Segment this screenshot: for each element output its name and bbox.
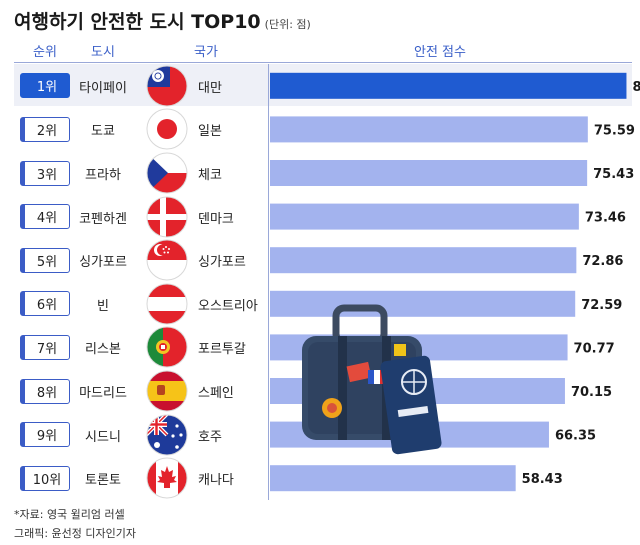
chart-title: 여행하기 안전한 도시 TOP10 (단위: 점)	[14, 7, 311, 34]
country-label: 덴마크	[198, 211, 234, 227]
city-label: 마드리드	[79, 386, 127, 401]
graphic-credit: 그래픽: 윤선정 디자인기자	[14, 527, 137, 540]
value-label: 84.78	[632, 80, 640, 95]
country-label: 호주	[198, 429, 222, 445]
suitcase-passport-illustration	[302, 304, 442, 455]
bar	[270, 160, 588, 186]
rank-badge: 7위	[20, 334, 70, 360]
header-score: 안전 점수	[414, 45, 466, 60]
rank-badge: 1위	[20, 73, 70, 99]
value-label: 70.15	[571, 385, 612, 400]
czech-flag-icon	[146, 152, 188, 194]
bar	[270, 203, 579, 230]
bar	[270, 72, 627, 99]
city-label: 도쿄	[91, 124, 115, 140]
city-label: 타이페이	[79, 80, 127, 96]
city-label: 시드니	[85, 429, 121, 445]
value-label: 72.59	[581, 298, 622, 313]
source-note: *자료: 영국 윌리엄 러셀	[14, 508, 125, 521]
bar	[270, 116, 588, 143]
header-city: 도시	[91, 45, 115, 60]
value-label: 75.43	[593, 167, 634, 182]
unit-label: (단위: 점)	[264, 18, 311, 31]
bar	[270, 247, 577, 274]
city-label: 싱가포르	[79, 255, 127, 271]
rank-badge: 9위	[20, 422, 70, 448]
taiwan-flag-icon	[146, 65, 188, 107]
value-label: 58.43	[522, 472, 563, 487]
value-label: 70.77	[574, 341, 615, 356]
rank-badge: 2위	[20, 116, 70, 142]
japan-flag-icon	[146, 108, 188, 150]
value-label: 75.59	[594, 123, 635, 138]
country-label: 캐나다	[198, 473, 234, 489]
singapore-flag-icon	[146, 239, 188, 281]
austria-flag-icon	[146, 283, 188, 325]
value-label: 73.46	[585, 211, 626, 226]
rank-badge: 10위	[20, 465, 70, 491]
portugal-flag-icon	[146, 326, 188, 368]
rank-badge: 3위	[20, 160, 70, 186]
bar	[270, 465, 516, 492]
header-country: 국가	[194, 45, 218, 60]
australia-flag-icon	[146, 414, 188, 456]
denmark-flag-icon	[146, 196, 188, 238]
city-label: 토론토	[85, 473, 121, 489]
header-rank: 순위	[33, 45, 57, 60]
country-label: 대만	[198, 80, 222, 96]
value-label: 66.35	[555, 429, 596, 444]
city-label: 코펜하겐	[79, 211, 127, 227]
country-label: 체코	[198, 168, 222, 183]
canada-flag-icon	[146, 457, 188, 499]
country-label: 스페인	[198, 386, 234, 401]
city-label: 리스본	[85, 342, 121, 358]
country-label: 일본	[198, 124, 222, 140]
rank-badge: 6위	[20, 291, 70, 317]
header-divider	[14, 62, 632, 63]
country-label: 포르투갈	[198, 342, 246, 358]
city-label: 프라하	[85, 168, 121, 183]
column-separator	[268, 64, 269, 500]
country-label: 싱가포르	[198, 255, 246, 271]
country-label: 오스트리아	[198, 298, 258, 314]
chart-title-text: 여행하기 안전한 도시 TOP10	[14, 11, 261, 33]
spain-flag-icon	[146, 370, 188, 412]
rank-badge: 5위	[20, 247, 70, 273]
bar	[270, 290, 576, 317]
rank-badge: 4위	[20, 204, 70, 230]
rank-badge: 8위	[20, 378, 70, 404]
value-label: 72.86	[582, 254, 623, 269]
city-label: 빈	[97, 298, 109, 314]
